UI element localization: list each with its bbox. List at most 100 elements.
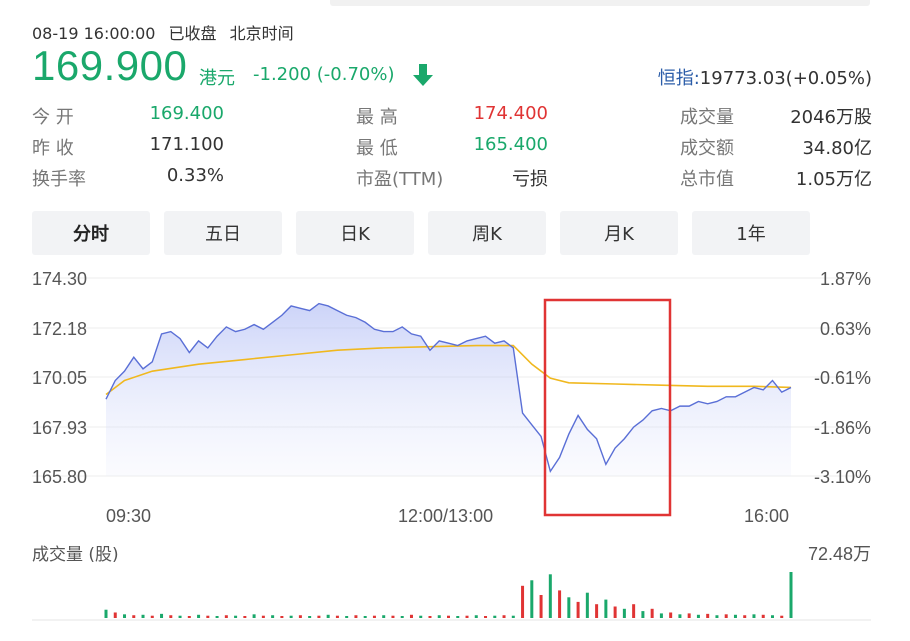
volume-bars [104,572,793,618]
highlight-box [543,298,672,517]
volume-bar [539,595,543,618]
y-tick-left-2: 170.05 [32,368,87,388]
market-status: 已收盘 [168,24,217,43]
volume-bar [576,601,580,618]
volume-bar [650,608,654,618]
volume-bar [733,614,737,618]
volume-bar [595,604,599,618]
open-value: 169.400 [149,103,224,124]
volume-bar [160,613,164,618]
volume-bar [622,608,626,618]
index-label: 恒指: [657,68,700,89]
volume-bar [770,615,774,618]
tab-weekly-k[interactable]: 周K [428,211,546,255]
volume-bar [215,616,219,618]
volume-bar [234,615,238,618]
x-tick-open: 09:30 [106,506,151,526]
volume-bar [261,615,265,618]
volume-bar [613,606,617,618]
volume-bar [280,616,284,618]
price-line [105,302,792,474]
volume-bar [382,615,386,618]
down-arrow-icon [413,64,433,86]
volume-bar [252,614,256,618]
volume-bar [678,614,682,618]
volume-bar [641,611,645,618]
volume-bar [585,592,589,618]
index-value: 19773.03(+0.05%) [699,68,872,89]
volume-bar [224,615,228,618]
volume-bar [206,615,210,618]
volume-bar [789,572,793,618]
volume-bar [465,615,469,618]
volume-bar [298,615,302,618]
volume-bar [326,614,330,618]
tab-monthly-k[interactable]: 月K [560,211,678,255]
volume-bar [715,615,719,618]
volume-bar [178,615,182,618]
datetime: 08-19 16:00:00 [32,24,156,43]
y-tick-left-3: 167.93 [32,418,87,438]
y-tick-right-4: -3.10% [814,467,871,487]
volume-max-label: 72.48万 [808,544,871,564]
volume-bar [456,616,460,618]
volume-bar [530,580,534,618]
low-value: 165.400 [473,134,548,155]
volume-axis-label: 成交量 (股) [32,545,119,565]
volume-bar [372,615,376,618]
volume-bar [493,615,497,618]
volume-bar [558,590,562,618]
volume-bar [724,614,728,618]
volume-bar [113,612,117,618]
tab-one-year[interactable]: 1年 [692,211,810,255]
top-strip [0,0,910,8]
volume-bar [428,616,432,618]
hang-seng-index[interactable]: 恒指:19773.03(+0.05%) [658,64,872,90]
volume-bar [687,613,691,618]
x-tick-lunch: 12:00/13:00 [398,506,493,526]
tab-five-day[interactable]: 五日 [164,211,282,255]
volume-bar [419,615,423,618]
volume-bar [659,613,663,618]
volume-bar [502,615,506,618]
amount-value: 34.80亿 [802,138,872,159]
volume-bar [335,615,339,618]
volume-bar [752,614,756,618]
volume-bar [474,615,478,618]
y-tick-left-0: 174.30 [32,269,87,289]
high-value: 174.400 [473,103,548,124]
volume-bar [669,612,673,618]
y-tick-right-2: -0.61% [814,368,871,388]
y-tick-right-0: 1.87% [820,269,871,289]
intraday-chart: 174.30 172.18 170.05 167.93 165.80 1.87%… [0,262,910,637]
tab-daily-k[interactable]: 日K [296,211,414,255]
volume-bar [706,613,710,618]
volume-bar [447,615,450,618]
volume-bar [743,615,747,618]
volume-bar [521,585,525,618]
amount-label: 成交额 [680,138,734,159]
x-tick-close: 16:00 [744,506,789,526]
volume-bar [400,616,404,618]
market-cap-value: 1.05万亿 [795,169,872,190]
volume-bar [123,614,127,618]
volume-bar [761,614,765,618]
volume-value: 2046万股 [790,107,872,128]
volume-bar [104,609,108,618]
tab-intraday[interactable]: 分时 [32,211,150,255]
volume-bar [409,614,413,618]
volume-bar [632,604,636,618]
open-label: 今 开 [32,107,74,128]
volume-bar [548,574,552,618]
volume-bar [391,615,395,618]
volume-bar [696,614,700,618]
market-cap-label: 总市值 [680,169,734,190]
y-tick-left-4: 165.80 [32,467,87,487]
y-tick-left-1: 172.18 [32,319,87,339]
volume-bar [437,615,441,618]
volume-bar [243,616,247,618]
high-label: 最 高 [356,107,398,128]
low-label: 最 低 [356,138,398,159]
quote-timestamp: 08-19 16:00:00 已收盘 北京时间 [32,20,302,44]
pe-label: 市盈(TTM) [356,169,444,190]
